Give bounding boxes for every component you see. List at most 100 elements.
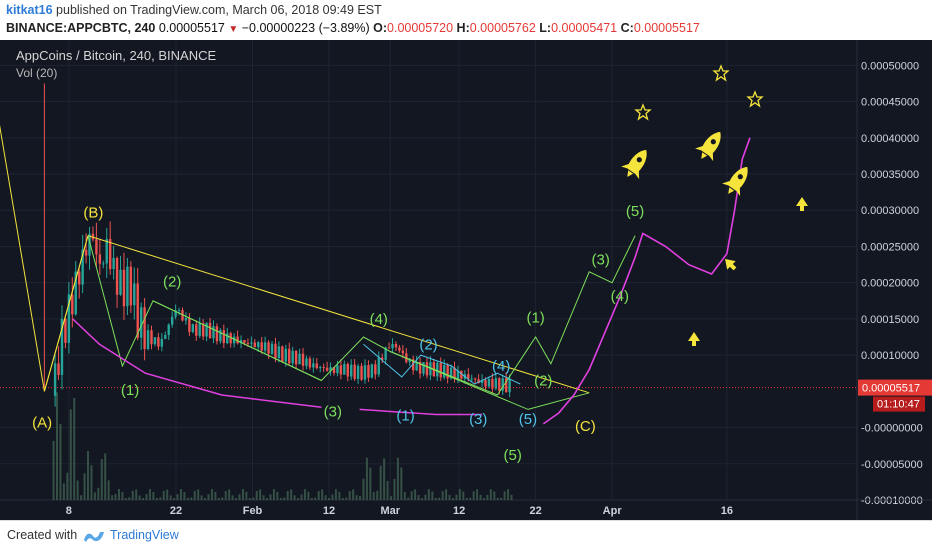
volume-bar: [393, 478, 396, 500]
volume-bar: [145, 494, 148, 500]
volume-bar: [107, 480, 110, 500]
volume-bar: [500, 497, 503, 500]
candle-body: [136, 283, 139, 338]
arrow-icon: [796, 197, 808, 211]
volume-bar: [420, 498, 423, 500]
close-label: C:: [620, 21, 634, 35]
volume-bar: [300, 494, 303, 500]
candle-body: [53, 363, 57, 396]
candle-body: [146, 330, 150, 349]
volume-bar: [414, 489, 417, 500]
green-channel-line: [152, 300, 322, 381]
volume-bar: [135, 489, 138, 500]
candle-body: [284, 348, 287, 362]
volume-bar: [131, 490, 134, 500]
volume-bar: [303, 489, 306, 500]
volume-bar: [69, 409, 72, 500]
wave-label: (C): [575, 418, 596, 435]
volume-bar: [403, 492, 406, 500]
last-price: 0.00005517: [158, 21, 225, 35]
volume-bar: [262, 495, 265, 500]
star-icon: [746, 90, 764, 108]
candle-body: [305, 358, 308, 366]
candle-body: [226, 333, 229, 344]
y-tick-label: 0.00030000: [861, 205, 919, 217]
candle-body: [408, 359, 411, 363]
y-tick-label: 0.00015000: [861, 314, 919, 326]
candle-body: [336, 365, 339, 373]
author-name[interactable]: kitkat16: [6, 3, 53, 17]
x-tick-label: Feb: [243, 505, 263, 517]
volume-bar: [248, 498, 251, 500]
candle-body: [322, 367, 325, 369]
tradingview-brand-link[interactable]: TradingView: [110, 528, 179, 542]
candle-body: [229, 333, 232, 344]
volume-bar: [204, 498, 207, 500]
wave-label: (4): [370, 311, 388, 328]
volume-bar: [259, 489, 262, 500]
y-tick-label: -0.00005000: [861, 459, 923, 471]
candle-body: [398, 347, 401, 351]
candle-body: [315, 363, 318, 369]
volume-bar: [355, 495, 358, 500]
volume-bar: [328, 498, 331, 500]
volume-bar: [279, 498, 282, 500]
volume-bar: [190, 497, 193, 500]
volume-bar: [56, 392, 59, 500]
volume-bar: [407, 497, 410, 500]
star-icon: [712, 64, 730, 82]
volume-bar: [376, 490, 379, 500]
countdown-box: [873, 396, 925, 412]
chart-canvas[interactable]: 0.00050000 0.00045000 0.00040000 0.00035000…: [0, 40, 932, 520]
candle-body: [95, 239, 98, 255]
volume-bar: [52, 440, 55, 500]
volume-bar: [352, 489, 355, 500]
candle-body: [84, 249, 88, 256]
y-tick-label: 0.00045000: [861, 97, 919, 109]
candle-body: [257, 342, 260, 348]
magenta-curve: [72, 318, 322, 409]
candle-body: [449, 367, 453, 379]
volume-bar: [441, 491, 444, 500]
candle-body: [291, 350, 294, 364]
low-label: L:: [539, 21, 552, 35]
volume-bar: [334, 489, 337, 500]
candle-body: [212, 326, 215, 339]
wave-label: (1): [121, 382, 139, 399]
volume-bar: [162, 490, 165, 500]
candle-body: [208, 322, 212, 339]
wave-label: (1): [526, 310, 544, 327]
ohlc-line: BINANCE:APPCBTC, 240 0.00005517 ▼ −0.000…: [6, 21, 700, 35]
y-tick-label: 0.00040000: [861, 133, 919, 145]
volume-bar: [186, 498, 189, 500]
projection-curve: [542, 137, 751, 425]
volume-indicator-label[interactable]: Vol (20): [16, 66, 58, 80]
candle-body: [64, 318, 67, 343]
candle-body: [367, 365, 370, 378]
volume-bar: [169, 495, 172, 500]
chart-area[interactable]: [0, 40, 932, 520]
volume-bar: [100, 459, 103, 500]
volume-bar: [510, 494, 513, 500]
candle-body: [250, 342, 253, 344]
volume-bar: [317, 491, 320, 500]
volume-bar: [451, 498, 454, 500]
cyan-wave-line: [363, 343, 521, 385]
high-value: 0.00005762: [469, 21, 536, 35]
candle-body: [387, 347, 391, 349]
y-tick-label: 0.00035000: [861, 169, 919, 181]
candle-body: [232, 336, 236, 344]
price-label-box: [858, 379, 932, 396]
candle-body: [236, 336, 239, 344]
candle-body: [112, 257, 115, 270]
open-value: 0.00005720: [387, 21, 454, 35]
candle-body: [394, 343, 398, 348]
volume-bar: [424, 494, 427, 500]
volume-bar: [128, 497, 131, 500]
volume-bar: [221, 497, 224, 500]
close-value: 0.00005517: [633, 21, 700, 35]
volume-bar: [152, 492, 155, 500]
volume-bar: [293, 495, 296, 500]
candle-body: [129, 266, 133, 306]
wave-label: (2): [163, 273, 181, 290]
